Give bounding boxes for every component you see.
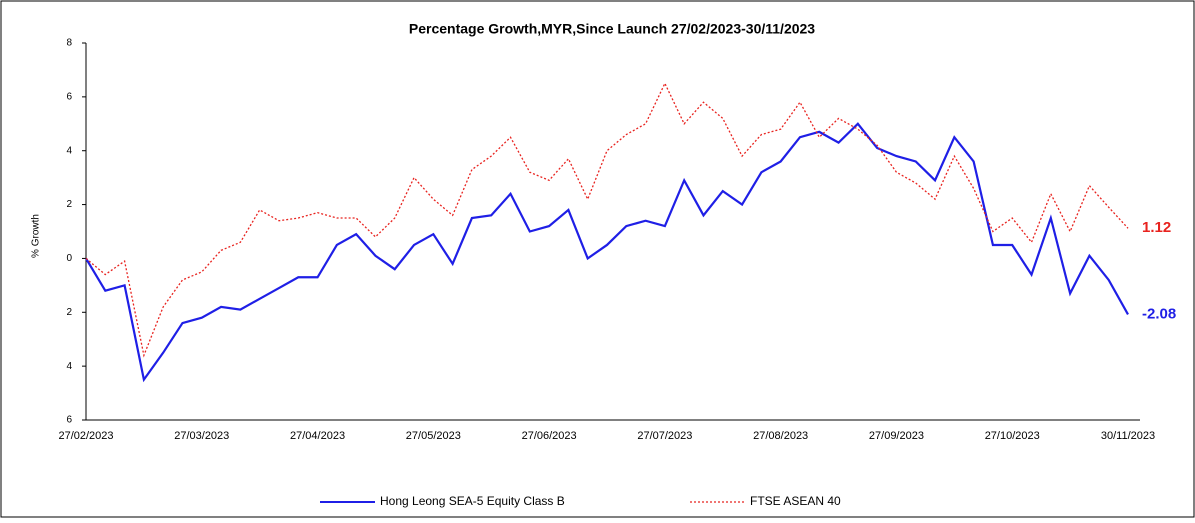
legend-label: Hong Leong SEA-5 Equity Class B xyxy=(380,494,565,508)
end-value-label: -2.08 xyxy=(1142,305,1176,322)
y-tick-label: 4 xyxy=(66,145,72,156)
series-line xyxy=(85,81,1129,358)
y-axis-label: % Growth xyxy=(31,214,42,258)
y-tick-label: 0 xyxy=(66,253,72,264)
x-tick-label: 27/05/2023 xyxy=(406,430,461,442)
y-tick-label: 6 xyxy=(66,415,72,426)
y-tick-label: 2 xyxy=(66,307,72,318)
x-tick-label: 27/02/2023 xyxy=(58,430,113,442)
x-tick-label: 27/08/2023 xyxy=(753,430,808,442)
y-tick-label: 4 xyxy=(66,361,72,372)
x-tick-label: 27/10/2023 xyxy=(985,430,1040,442)
y-tick-label: 2 xyxy=(66,199,72,210)
x-tick-label: 27/09/2023 xyxy=(869,430,924,442)
legend-label: FTSE ASEAN 40 xyxy=(750,494,841,508)
end-value-label: 1.12 xyxy=(1142,219,1171,236)
x-tick-label: 27/07/2023 xyxy=(637,430,692,442)
series-line xyxy=(85,122,1129,383)
x-tick-label: 27/06/2023 xyxy=(522,430,577,442)
y-tick-label: 6 xyxy=(66,91,72,102)
x-tick-label: 27/04/2023 xyxy=(290,430,345,442)
x-tick-label: 30/11/2023 xyxy=(1101,430,1155,442)
x-tick-label: 27/03/2023 xyxy=(174,430,229,442)
y-tick-label: 8 xyxy=(66,38,72,49)
chart-title: Percentage Growth,MYR,Since Launch 27/02… xyxy=(409,21,815,37)
